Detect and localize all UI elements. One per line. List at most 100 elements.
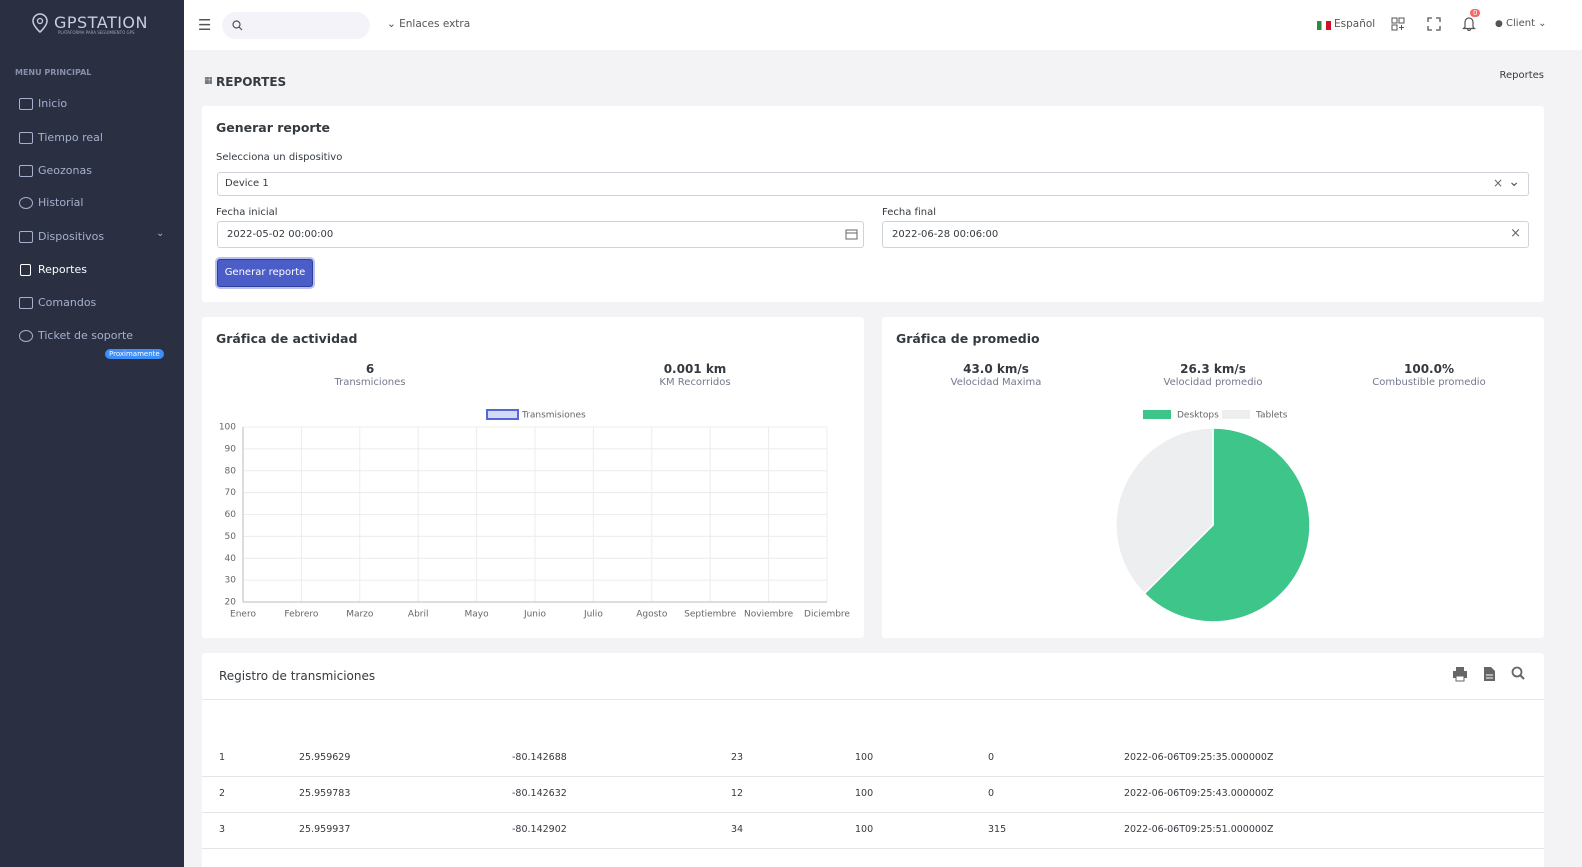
language[interactable]: Español bbox=[1334, 18, 1376, 30]
user-name: Client bbox=[1506, 18, 1535, 29]
y-tick-label: 70 bbox=[225, 488, 237, 498]
search-icon bbox=[232, 20, 243, 31]
menu-icon bbox=[19, 297, 33, 309]
x-tick-label: Agosto bbox=[636, 610, 668, 620]
y-tick-label: 80 bbox=[225, 466, 237, 476]
apps-icon[interactable] bbox=[1391, 17, 1405, 31]
y-tick-label: 30 bbox=[225, 576, 237, 586]
menu-item[interactable]: Inicio bbox=[38, 97, 68, 110]
field-label: Fecha inicial bbox=[216, 207, 278, 218]
report-form-card: Generar reporte Selecciona un dispositiv… bbox=[202, 106, 1544, 302]
menu-item[interactable]: Historial bbox=[38, 196, 84, 209]
search-icon[interactable] bbox=[1511, 666, 1525, 680]
table-cell: 34 bbox=[731, 824, 744, 835]
menu-item[interactable]: Geozonas bbox=[38, 164, 92, 177]
chevron: ⌄ bbox=[156, 228, 165, 239]
legend-swatch bbox=[1222, 410, 1250, 419]
y-tick-label: 90 bbox=[225, 444, 237, 454]
x-tick-label: Mayo bbox=[465, 610, 490, 620]
stat-label: Combustible promedio bbox=[1372, 377, 1486, 388]
table-cell: 25.959629 bbox=[299, 752, 351, 763]
breadcrumb[interactable]: Reportes bbox=[1499, 70, 1544, 81]
menu-item-active[interactable]: Reportes bbox=[38, 263, 87, 276]
table-cell: 2022-06-06T09:25:51.000000Z bbox=[1124, 824, 1274, 835]
stat-value: 26.3 km/s bbox=[1180, 362, 1246, 376]
stat-label: Velocidad promedio bbox=[1163, 377, 1263, 388]
links-menu[interactable]: ⌄ Enlaces extra bbox=[387, 18, 471, 30]
table-cell: 2022-06-06T09:25:43.000000Z bbox=[1124, 788, 1274, 799]
menu-toggle[interactable]: ☰ bbox=[198, 16, 212, 34]
menu-icon bbox=[19, 231, 33, 243]
fullscreen-icon[interactable] bbox=[1427, 17, 1441, 31]
bell-icon[interactable] bbox=[1462, 16, 1476, 31]
clear-icon[interactable]: × bbox=[1492, 176, 1503, 190]
badge: Proximamente bbox=[105, 349, 164, 359]
table-cell: 315 bbox=[988, 824, 1007, 835]
field-label: Selecciona un dispositivo bbox=[216, 152, 343, 163]
card-title: Gráfica de promedio bbox=[896, 331, 1040, 346]
x-tick-label: Diciembre bbox=[804, 610, 850, 620]
y-tick-label: 20 bbox=[225, 598, 237, 608]
stat-value: 100.0% bbox=[1404, 362, 1454, 376]
table-cell: 100 bbox=[855, 788, 874, 799]
date-input[interactable]: 2022-06-28 00:06:00 × bbox=[882, 221, 1529, 248]
user-menu[interactable]: ● Client ⌄ bbox=[1495, 18, 1547, 29]
stat-label: Velocidad Maxima bbox=[950, 377, 1042, 388]
row-divider bbox=[202, 812, 1544, 813]
menu-item[interactable]: Ticket de soporte bbox=[38, 329, 134, 342]
tagline: PLATAFORMA PARA SEGUIMIENTO GPS bbox=[58, 30, 135, 35]
date-input[interactable]: 2022-05-02 00:00:00 bbox=[217, 221, 864, 248]
stat-value: 43.0 km/s bbox=[963, 362, 1029, 376]
logo-icon bbox=[32, 13, 48, 33]
table-cell: 1 bbox=[219, 752, 226, 763]
input-value: 2022-06-28 00:06:00 bbox=[892, 229, 999, 240]
print-icon[interactable] bbox=[1453, 667, 1467, 682]
menu-section: MENU PRINCIPAL bbox=[15, 68, 92, 77]
menu-icon bbox=[20, 264, 31, 276]
table-cell: 3 bbox=[219, 824, 226, 835]
x-tick-label: Abril bbox=[408, 610, 429, 620]
table-cell: 2 bbox=[219, 788, 226, 799]
device-select[interactable]: Device 1 × ⌄ bbox=[217, 172, 1529, 196]
x-tick-label: Marzo bbox=[346, 610, 374, 620]
legend-label: Desktops bbox=[1177, 411, 1219, 421]
y-tick-label: 40 bbox=[225, 554, 237, 564]
table-cell: 100 bbox=[855, 752, 874, 763]
stat-value: 6 bbox=[365, 362, 375, 376]
legend-swatch bbox=[486, 409, 519, 420]
table-cell: -80.142632 bbox=[512, 788, 567, 799]
activity-card: Gráfica de actividad 6 Transmiciones 0.0… bbox=[202, 317, 864, 638]
document-icon[interactable] bbox=[1484, 667, 1495, 681]
x-tick-label: Noviembre bbox=[744, 610, 794, 620]
pie-slice bbox=[1143, 427, 1311, 623]
card-title: Registro de transmiciones bbox=[219, 669, 376, 683]
calendar-icon[interactable] bbox=[845, 228, 858, 240]
card-title: Generar reporte bbox=[216, 120, 331, 135]
menu-item[interactable]: Dispositivos bbox=[38, 230, 105, 243]
x-tick-label: Febrero bbox=[284, 610, 318, 620]
menu-icon bbox=[19, 165, 33, 177]
search-box[interactable] bbox=[222, 12, 370, 39]
flag bbox=[1317, 21, 1331, 30]
row-divider bbox=[202, 776, 1544, 777]
generate-button[interactable]: Generar reporte bbox=[217, 259, 313, 287]
clear-icon[interactable]: × bbox=[1510, 226, 1521, 241]
stat-label: KM Recorridos bbox=[659, 377, 731, 388]
input-value: 2022-05-02 00:00:00 bbox=[227, 229, 334, 240]
table-cell: 2022-06-06T09:25:35.000000Z bbox=[1124, 752, 1274, 763]
menu-item[interactable]: Comandos bbox=[38, 296, 97, 309]
menu-icon bbox=[19, 330, 33, 342]
x-tick-label: Enero bbox=[230, 610, 256, 620]
table-cell: 23 bbox=[731, 752, 744, 763]
pie-slice bbox=[1115, 427, 1214, 595]
line-chart: 20 30 40 50 60 70 80 90 100 Enero Febrero Marzo Abri… bbox=[219, 409, 850, 620]
y-tick-label: 100 bbox=[219, 423, 236, 433]
x-tick-label: Julio bbox=[583, 610, 603, 620]
average-card: Gráfica de promedio 43.0 km/s Velocidad … bbox=[882, 317, 1544, 638]
legend-label: Transmisiones bbox=[521, 411, 586, 421]
notification-count: 0 bbox=[1470, 9, 1481, 17]
menu-item[interactable]: Tiempo real bbox=[38, 131, 103, 144]
dropdown-icon[interactable]: ⌄ bbox=[1508, 174, 1520, 190]
legend-swatch bbox=[1143, 410, 1171, 419]
divider bbox=[202, 699, 1544, 700]
